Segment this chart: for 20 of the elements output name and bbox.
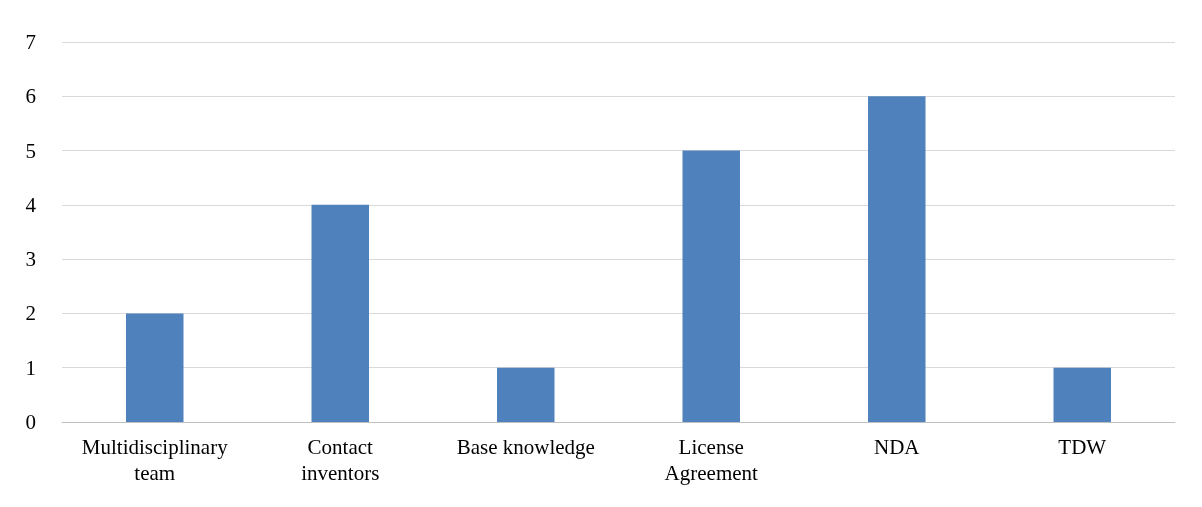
bar	[311, 204, 369, 422]
y-tick-label: 5	[25, 138, 36, 163]
x-tick-label: Contact inventors	[301, 435, 380, 485]
y-tick-label: 6	[25, 84, 36, 109]
bar	[682, 150, 740, 422]
y-tick-label: 1	[25, 355, 36, 380]
x-tick-label: Base knowledge	[456, 435, 595, 459]
x-tick-label: License Agreement	[664, 435, 759, 485]
bar	[126, 313, 184, 422]
y-tick-label: 0	[25, 410, 36, 434]
y-tick-label: 4	[25, 192, 37, 217]
x-tick-label: NDA	[874, 435, 921, 459]
bar	[497, 367, 555, 422]
y-tick-label: 7	[25, 30, 36, 54]
bar	[1053, 367, 1111, 422]
x-tick-label: Multidisciplinary team	[81, 435, 229, 485]
y-tick-label: 2	[25, 301, 36, 326]
bar	[868, 96, 926, 422]
y-tick-label: 3	[25, 247, 36, 272]
x-tick-label: TDW	[1058, 435, 1107, 459]
